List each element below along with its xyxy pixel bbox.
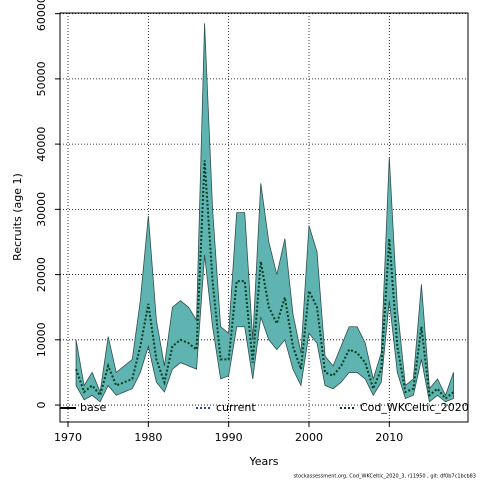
x-tick-label: 1970 <box>54 431 82 444</box>
x-tick-label: 1990 <box>215 431 243 444</box>
legend-label: Cod_WKCeltic_2020 <box>360 401 469 414</box>
estimate-line <box>75 160 455 400</box>
y-tick-label: 0 <box>35 402 48 409</box>
y-tick-label: 30000 <box>35 192 48 227</box>
plot-frame <box>59 12 469 423</box>
legend-label: current <box>216 401 256 414</box>
x-axis-label: Years <box>248 455 278 468</box>
y-tick-label: 50000 <box>35 61 48 96</box>
confidence-band <box>75 23 454 403</box>
footer: stockassessment.org, Cod_WKCeltic_2020_3… <box>294 474 477 480</box>
y-tick-label: 10000 <box>35 322 48 357</box>
y-axis-label: Recruits (age 1) <box>11 173 24 261</box>
x-tick-label: 2010 <box>375 431 403 444</box>
y-tick-label: 20000 <box>35 257 48 292</box>
y-tick-label: 60000 <box>35 0 48 31</box>
x-tick-label: 2000 <box>295 431 323 444</box>
y-tick-label: 40000 <box>35 127 48 162</box>
legend-label: base <box>80 401 106 414</box>
x-tick-label: 1980 <box>134 431 162 444</box>
